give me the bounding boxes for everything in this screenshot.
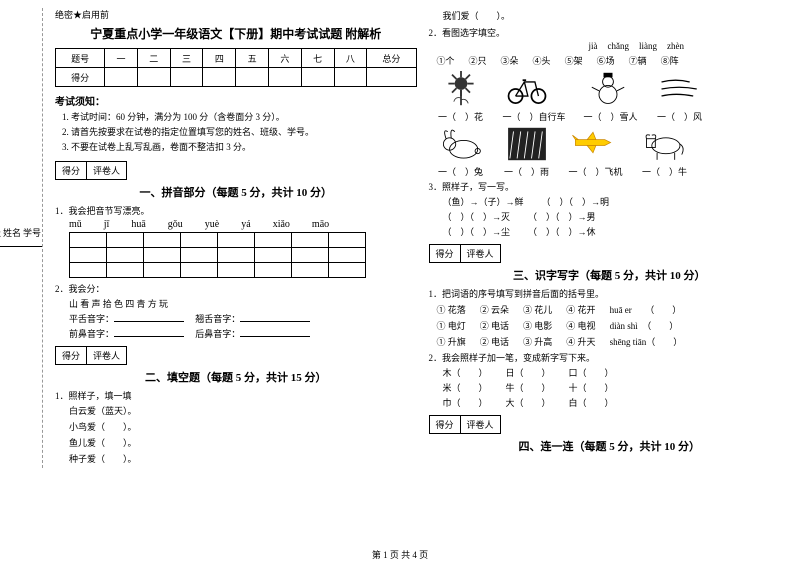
th: 题号 [56,49,105,68]
fill-line: 前鼻音字： 后鼻音字： [69,327,417,340]
notice-list: 考试时间：60 分钟，满分为 100 分（含卷面分 3 分）。 请首先按要求在试… [55,110,417,153]
char-row: 巾（ ） 大（ ） 白（ ） [443,396,791,409]
question-text: 2．看图选字填空。 [429,26,791,39]
th: 五 [236,49,269,68]
image-row: 一（ ）花 一（ ）自行车 一（ ）雪人 一（ ）风 [437,70,791,123]
pinyin-row: mǔ jī huā gǒu yuè yá xiǎo māo [69,219,417,230]
question-text: 2．我会分： [55,282,417,295]
secret-label: 绝密★启用前 [55,8,417,21]
binding-label: 学号 [22,226,42,249]
right-column: 我们爱（ ）。 2．看图选字填空。 jià chǎng liàng zhèn ①… [429,8,791,468]
binding-label: 班级 [0,226,2,249]
cow-icon [641,125,689,163]
option-row: ① 电灯 ② 电话 ③ 电影 ④ 电视 diàn shì （ ） [437,319,791,332]
score-box: 得分 评卷人 [55,346,127,365]
sunflower-icon [437,70,485,108]
fill-items: 小鸟爱（ ）。 鱼儿爱（ ）。 种子爱（ ）。 [69,419,417,468]
th: 一 [105,49,138,68]
question-text: 3．照样子，写一写。 [429,180,791,193]
fill-items: 我们爱（ ）。 [443,8,791,24]
exam-title: 宁夏重点小学一年级语文【下册】期中考试试题 附解析 [55,25,417,42]
pair-row: （鱼）→（子）→鲜（ ）（ ）→明 [443,195,791,208]
section-title: 四、连一连（每题 5 分，共计 10 分） [429,438,791,454]
marker-label: 评卷人 [87,162,126,179]
image-row: 一（ ）兔 一（ ）雨 一（ ）飞机 一（ ）牛 [437,125,791,178]
section-title: 二、填空题（每题 5 分，共计 15 分） [55,369,417,385]
th: 四 [203,49,236,68]
option-row: ① 升旗 ② 电话 ③ 升高 ④ 升天 shēng tiān（ ） [437,335,791,348]
char-row: 米（ ） 牛（ ） 十（ ） [443,381,791,394]
char-row: 木（ ） 日（ ） 口（ ） [443,366,791,379]
binding-label: 姓名 [2,226,22,249]
th: 总分 [367,49,416,68]
score-box: 得分 评卷人 [429,415,501,434]
left-column: 绝密★启用前 宁夏重点小学一年级语文【下册】期中考试试题 附解析 题号 一 二 … [55,8,417,468]
question-text: 1．我会把音节写漂亮。 [55,204,417,217]
writing-grid [69,232,366,278]
rain-icon [503,125,551,163]
th: 二 [137,49,170,68]
notice-item: 考试时间：60 分钟，满分为 100 分（含卷面分 3 分）。 [71,110,417,123]
row-label: 得分 [56,68,105,87]
score-label: 得分 [56,162,87,179]
th: 八 [334,49,367,68]
question-text: 1．照样子，填一填 [55,389,417,402]
notice-item: 不要在试卷上乱写乱画，卷面不整洁扣 3 分。 [71,140,417,153]
question-text: 1．把词语的序号填写到拼音后面的括号里。 [429,287,791,300]
th: 七 [301,49,334,68]
score-box: 得分 评卷人 [429,244,501,263]
option-row: ① 花落 ② 云朵 ③ 花儿 ④ 花开 huā er （ ） [437,303,791,316]
score-table: 题号 一 二 三 四 五 六 七 八 总分 得分 [55,48,417,87]
pair-row: （ ）（ ）→灭（ ）（ ）→男 [443,210,791,223]
question-text: 2．我会照样子加一笔，变成新字写下来。 [429,351,791,364]
page-footer: 第 1 页 共 4 页 [0,548,800,561]
option-row: ①个 ②只 ③朵 ④头 ⑤架 ⑥场 ⑦辆 ⑧阵 [437,54,791,67]
airplane-icon [569,125,617,163]
th: 六 [268,49,301,68]
fill-line: 平舌音字： 翘舌音字： [69,312,417,325]
th: 三 [170,49,203,68]
notice-item: 请首先按要求在试卷的指定位置填写您的姓名、班级、学号。 [71,125,417,138]
score-box: 得分 评卷人 [55,161,127,180]
section-title: 一、拼音部分（每题 5 分，共计 10 分） [55,184,417,200]
pair-row: （ ）（ ）→尘（ ）（ ）→休 [443,225,791,238]
example: 白云爱（蓝天）。 [69,404,417,417]
rabbit-icon [437,125,485,163]
snowman-icon [584,70,632,108]
option-pinyin: jià chǎng liàng zhèn [437,41,791,51]
binding-margin: 学号 姓名 班级 内 学校 线 封 乡镇（街道） [10,8,43,468]
bicycle-icon [503,70,551,108]
notice-header: 考试须知： [55,93,417,108]
wind-icon [656,70,704,108]
char-line: 山 看 声 拾 色 四 青 方 玩 [69,297,417,310]
section-title: 三、识字写字（每题 5 分，共计 10 分） [429,267,791,283]
